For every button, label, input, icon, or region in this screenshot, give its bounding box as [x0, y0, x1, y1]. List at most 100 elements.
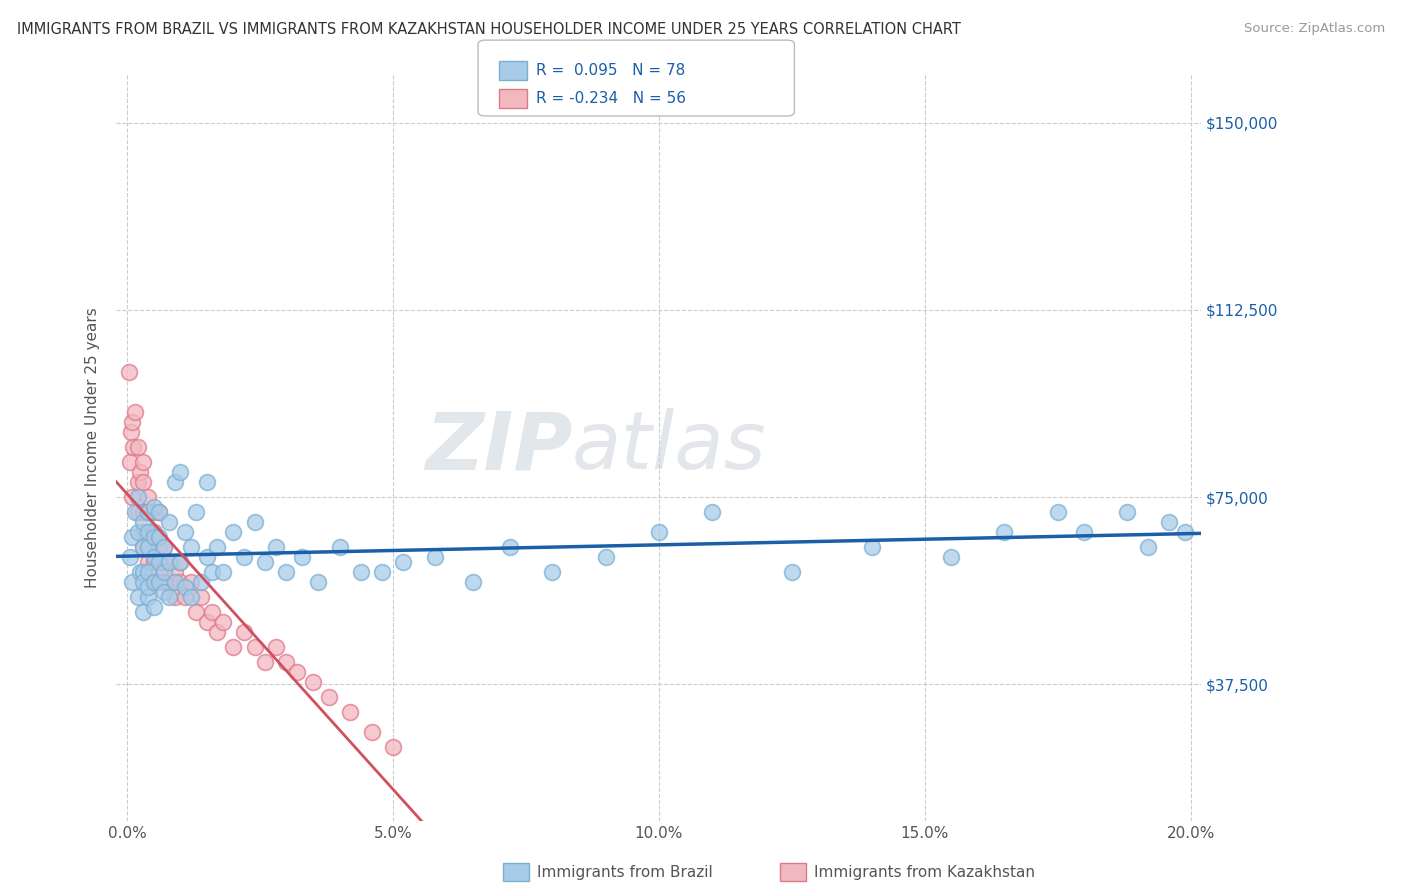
Point	[132, 605, 155, 619]
Point	[136, 505, 159, 519]
Point	[700, 505, 723, 519]
Point	[159, 590, 181, 604]
Point	[211, 565, 233, 579]
Point	[232, 549, 254, 564]
Point	[1137, 540, 1160, 554]
Point	[169, 574, 191, 589]
Point	[860, 540, 883, 554]
Point	[425, 549, 447, 564]
Point	[276, 655, 298, 669]
Point	[124, 505, 146, 519]
Y-axis label: Householder Income Under 25 years: Householder Income Under 25 years	[86, 307, 100, 588]
Point	[148, 530, 170, 544]
Point	[159, 574, 181, 589]
Point	[153, 540, 176, 554]
Point	[307, 574, 329, 589]
Point	[122, 440, 145, 454]
Text: R = -0.234   N = 56: R = -0.234 N = 56	[536, 91, 686, 106]
Point	[142, 574, 165, 589]
Point	[142, 549, 165, 564]
Point	[254, 655, 277, 669]
Point	[132, 475, 155, 490]
Point	[1046, 505, 1069, 519]
Point	[136, 540, 159, 554]
Point	[232, 624, 254, 639]
Point	[136, 580, 159, 594]
Point	[118, 455, 141, 469]
Point	[190, 590, 212, 604]
Point	[211, 615, 233, 629]
Point	[276, 565, 298, 579]
Point	[180, 540, 202, 554]
Point	[127, 475, 149, 490]
Point	[159, 515, 181, 529]
Point	[291, 549, 314, 564]
Point	[153, 565, 176, 579]
Point	[142, 524, 165, 539]
Point	[142, 530, 165, 544]
Point	[153, 555, 176, 569]
Point	[159, 555, 181, 569]
Point	[461, 574, 484, 589]
Point	[148, 505, 170, 519]
Text: Source: ZipAtlas.com: Source: ZipAtlas.com	[1244, 22, 1385, 36]
Point	[148, 574, 170, 589]
Point	[780, 565, 803, 579]
Point	[180, 574, 202, 589]
Point	[121, 530, 143, 544]
Point	[329, 540, 352, 554]
Point	[127, 505, 149, 519]
Point	[195, 615, 218, 629]
Point	[222, 640, 245, 654]
Point	[136, 590, 159, 604]
Point	[132, 565, 155, 579]
Point	[648, 524, 671, 539]
Point	[1073, 524, 1095, 539]
Point	[264, 540, 287, 554]
Point	[174, 580, 197, 594]
Point	[190, 574, 212, 589]
Point	[148, 505, 170, 519]
Point	[121, 574, 143, 589]
Point	[595, 549, 617, 564]
Point	[184, 505, 207, 519]
Point	[174, 524, 197, 539]
Point	[136, 524, 159, 539]
Point	[129, 565, 152, 579]
Point	[142, 555, 165, 569]
Point	[993, 524, 1015, 539]
Point	[132, 505, 155, 519]
Point	[243, 515, 266, 529]
Point	[129, 465, 152, 479]
Point	[127, 524, 149, 539]
Point	[941, 549, 963, 564]
Point	[136, 505, 159, 519]
Point	[136, 555, 159, 569]
Point	[169, 555, 191, 569]
Point	[392, 555, 415, 569]
Point	[180, 590, 202, 604]
Point	[121, 415, 143, 429]
Point	[163, 475, 186, 490]
Point	[1174, 524, 1197, 539]
Point	[207, 624, 229, 639]
Point	[184, 605, 207, 619]
Text: R =  0.095   N = 78: R = 0.095 N = 78	[536, 63, 685, 78]
Point	[499, 540, 522, 554]
Point	[371, 565, 394, 579]
Point	[121, 490, 143, 504]
Point	[169, 465, 191, 479]
Point	[136, 490, 159, 504]
Point	[264, 640, 287, 654]
Point	[285, 665, 308, 679]
Point	[118, 549, 141, 564]
Point	[136, 565, 159, 579]
Point	[132, 455, 155, 469]
Point	[159, 555, 181, 569]
Point	[163, 565, 186, 579]
Point	[339, 705, 361, 719]
Point	[174, 590, 197, 604]
Point	[127, 490, 149, 504]
Point	[302, 674, 325, 689]
Point	[381, 739, 404, 754]
